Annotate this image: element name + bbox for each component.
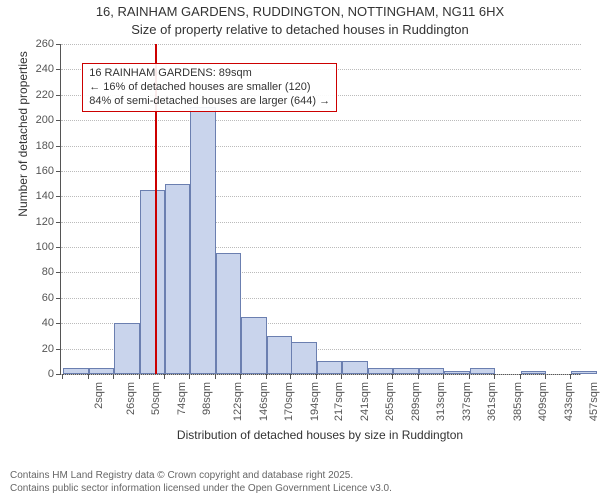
annotation-line3: 84% of semi-detached houses are larger (…: [89, 95, 330, 109]
y-tick-mark: [56, 272, 61, 273]
gridline: [61, 146, 581, 147]
x-tick-label: 74sqm: [176, 382, 188, 415]
x-tick-label: 457sqm: [588, 382, 600, 421]
x-tick-label: 385sqm: [512, 382, 524, 421]
y-tick-mark: [56, 146, 61, 147]
histogram-bar: [89, 368, 114, 374]
histogram-bar: [291, 342, 316, 374]
gridline: [61, 120, 581, 121]
x-tick-label: 170sqm: [284, 382, 296, 421]
x-tick-label: 265sqm: [384, 382, 396, 421]
x-tick-label: 433sqm: [563, 382, 575, 421]
gridline: [61, 171, 581, 172]
histogram-bar: [317, 361, 342, 374]
x-tick-label: 50sqm: [150, 382, 162, 415]
property-size-histogram: 16, RAINHAM GARDENS, RUDDINGTON, NOTTING…: [0, 0, 600, 500]
x-tick-mark: [316, 374, 317, 379]
histogram-bar: [419, 368, 444, 374]
x-tick-mark: [164, 374, 165, 379]
x-tick-mark: [494, 374, 495, 379]
x-tick-mark: [367, 374, 368, 379]
x-tick-label: 217sqm: [333, 382, 345, 421]
y-tick-mark: [56, 349, 61, 350]
histogram-bar: [216, 253, 241, 374]
histogram-bar: [571, 371, 596, 374]
x-tick-mark: [392, 374, 393, 379]
y-tick-mark: [56, 196, 61, 197]
y-tick-mark: [56, 69, 61, 70]
plot-area: 16 RAINHAM GARDENS: 89sqm← 16% of detach…: [60, 44, 581, 375]
histogram-bar: [63, 368, 88, 374]
x-tick-mark: [215, 374, 216, 379]
histogram-bar: [444, 371, 469, 374]
x-tick-mark: [266, 374, 267, 379]
y-tick-mark: [56, 120, 61, 121]
histogram-bar: [368, 368, 393, 374]
x-tick-label: 146sqm: [258, 382, 270, 421]
x-tick-mark: [469, 374, 470, 379]
y-tick-mark: [56, 222, 61, 223]
x-tick-mark: [240, 374, 241, 379]
x-tick-mark: [341, 374, 342, 379]
y-tick-mark: [56, 298, 61, 299]
x-tick-label: 409sqm: [537, 382, 549, 421]
x-tick-mark: [139, 374, 140, 379]
y-tick-label: 40: [0, 317, 54, 329]
histogram-bar: [190, 107, 215, 374]
chart-title-line2: Size of property relative to detached ho…: [0, 22, 600, 37]
x-tick-label: 98sqm: [201, 382, 213, 415]
histogram-bar: [241, 317, 266, 374]
x-tick-mark: [418, 374, 419, 379]
histogram-bar: [114, 323, 139, 374]
y-axis-title: Number of detached properties: [16, 0, 30, 299]
footer-line2: Contains public sector information licen…: [0, 483, 600, 494]
y-tick-label: 0: [0, 368, 54, 380]
x-tick-label: 2sqm: [93, 382, 105, 409]
x-tick-label: 313sqm: [435, 382, 447, 421]
histogram-bar: [267, 336, 292, 374]
chart-title-line1: 16, RAINHAM GARDENS, RUDDINGTON, NOTTING…: [0, 4, 600, 19]
y-tick-label: 20: [0, 343, 54, 355]
x-tick-label: 361sqm: [486, 382, 498, 421]
x-tick-label: 241sqm: [359, 382, 371, 421]
x-tick-label: 289sqm: [410, 382, 422, 421]
x-tick-mark: [290, 374, 291, 379]
x-tick-mark: [443, 374, 444, 379]
gridline: [61, 44, 581, 45]
annotation-line2: ← 16% of detached houses are smaller (12…: [89, 81, 330, 95]
y-tick-mark: [56, 374, 61, 375]
histogram-bar: [342, 361, 367, 374]
histogram-bar: [165, 184, 190, 374]
x-tick-mark: [88, 374, 89, 379]
y-tick-mark: [56, 247, 61, 248]
x-tick-label: 194sqm: [309, 382, 321, 421]
footer-line1: Contains HM Land Registry data © Crown c…: [0, 470, 600, 481]
x-tick-mark: [570, 374, 571, 379]
x-tick-mark: [520, 374, 521, 379]
x-tick-label: 26sqm: [125, 382, 137, 415]
annotation-line1: 16 RAINHAM GARDENS: 89sqm: [89, 67, 330, 81]
y-tick-mark: [56, 95, 61, 96]
x-tick-label: 337sqm: [461, 382, 473, 421]
y-tick-mark: [56, 323, 61, 324]
histogram-bar: [470, 368, 495, 374]
histogram-bar: [521, 371, 546, 374]
x-tick-mark: [189, 374, 190, 379]
histogram-bar: [140, 190, 165, 374]
x-tick-label: 122sqm: [233, 382, 245, 421]
x-tick-mark: [113, 374, 114, 379]
y-tick-mark: [56, 44, 61, 45]
x-axis-title: Distribution of detached houses by size …: [60, 428, 580, 442]
histogram-bar: [393, 368, 418, 374]
annotation-box: 16 RAINHAM GARDENS: 89sqm← 16% of detach…: [82, 63, 337, 112]
x-tick-mark: [545, 374, 546, 379]
x-tick-mark: [62, 374, 63, 379]
y-tick-mark: [56, 171, 61, 172]
